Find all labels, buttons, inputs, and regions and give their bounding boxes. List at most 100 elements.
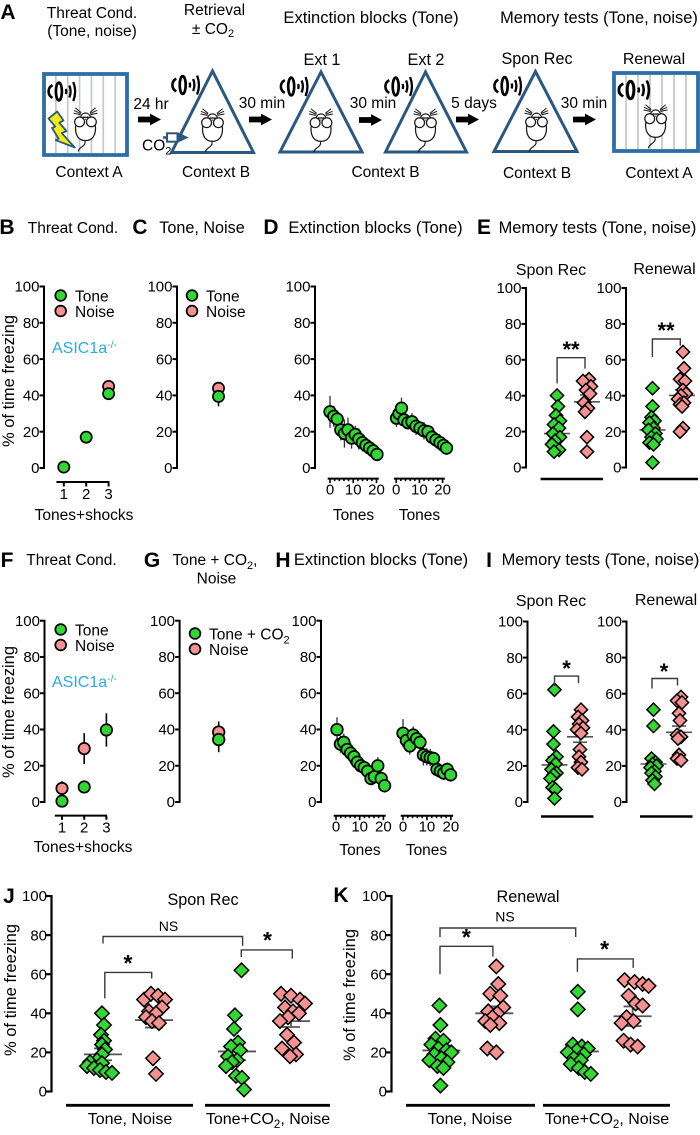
svg-text:20: 20: [506, 758, 523, 775]
svg-text:Tone + CO2,: Tone + CO2,: [173, 552, 258, 572]
svg-text:Tone: Tone: [75, 623, 109, 640]
svg-text:Tones: Tones: [406, 842, 448, 859]
svg-text:Spon Rec: Spon Rec: [167, 891, 238, 909]
svg-text:100: 100: [14, 279, 39, 296]
svg-text:ASIC1a-/-: ASIC1a-/-: [52, 339, 118, 357]
svg-text:60: 60: [605, 352, 622, 369]
svg-text:1: 1: [60, 486, 68, 503]
svg-text:Noise: Noise: [206, 304, 246, 321]
svg-text:80: 80: [605, 316, 622, 333]
svg-text:80: 80: [294, 315, 311, 332]
svg-text:A: A: [0, 1, 15, 24]
svg-text:Extinction blocks (Tone): Extinction blocks (Tone): [294, 551, 468, 569]
svg-text:CO2: CO2: [142, 138, 171, 158]
svg-text:80: 80: [156, 315, 173, 332]
svg-text:0: 0: [399, 819, 407, 836]
svg-text:Spon Rec: Spon Rec: [516, 593, 586, 610]
svg-text:20: 20: [434, 482, 451, 499]
svg-text:100: 100: [22, 888, 47, 905]
svg-text:0: 0: [613, 460, 621, 477]
svg-text:0: 0: [332, 819, 340, 836]
svg-text:Extinction blocks (Tone): Extinction blocks (Tone): [283, 8, 458, 27]
svg-text:Context B: Context B: [503, 165, 571, 182]
svg-text:40: 40: [294, 388, 311, 405]
svg-text:Tones+shocks: Tones+shocks: [34, 839, 133, 856]
svg-text:Ext 2: Ext 2: [408, 51, 445, 69]
svg-text:30 min: 30 min: [350, 95, 397, 112]
svg-text:80: 80: [30, 927, 47, 944]
svg-text:60: 60: [506, 686, 523, 703]
svg-text:Retrieval: Retrieval: [184, 2, 245, 19]
svg-text:40: 40: [605, 722, 622, 739]
svg-text:100: 100: [15, 613, 40, 630]
svg-text:Noise: Noise: [209, 642, 249, 659]
svg-text:Tone: Tone: [206, 289, 240, 306]
svg-text:30 min: 30 min: [239, 95, 286, 112]
svg-text:Tones: Tones: [333, 507, 375, 524]
svg-text:Renewal: Renewal: [633, 261, 695, 278]
svg-text:Tone: Tone: [75, 289, 109, 306]
svg-text:10: 10: [419, 819, 436, 836]
svg-text:40: 40: [505, 388, 522, 405]
svg-text:**: **: [562, 337, 580, 362]
svg-text:B: B: [0, 216, 15, 239]
svg-text:20: 20: [156, 424, 173, 441]
svg-text:% of time freezing: % of time freezing: [341, 929, 359, 1061]
svg-text:0: 0: [513, 460, 521, 477]
svg-text:60: 60: [23, 685, 40, 702]
svg-text:3: 3: [102, 820, 110, 837]
svg-text:80: 80: [505, 316, 522, 333]
svg-text:(Tone, noise): (Tone, noise): [47, 23, 137, 40]
svg-text:100: 100: [147, 279, 172, 296]
svg-text:0: 0: [32, 794, 40, 811]
svg-text:40: 40: [605, 388, 622, 405]
svg-text:± CO2: ± CO2: [192, 21, 234, 40]
svg-text:20: 20: [605, 758, 622, 775]
svg-text:40: 40: [23, 388, 40, 405]
svg-text:0: 0: [379, 1084, 387, 1101]
svg-text:NS: NS: [495, 909, 514, 925]
svg-text:*: *: [263, 927, 272, 953]
svg-text:Spon Rec: Spon Rec: [516, 262, 586, 279]
svg-text:Renewal: Renewal: [497, 888, 560, 906]
svg-text:NS: NS: [159, 918, 178, 934]
svg-text:Memory tests (Tone, noise): Memory tests (Tone, noise): [502, 551, 700, 569]
svg-text:H: H: [275, 549, 290, 572]
svg-text:0: 0: [326, 482, 334, 499]
svg-text:Noise: Noise: [75, 304, 115, 321]
svg-text:Tone, Noise: Tone, Noise: [159, 219, 244, 237]
svg-text:20: 20: [605, 424, 622, 441]
svg-text:20: 20: [505, 424, 522, 441]
svg-text:80: 80: [370, 927, 387, 944]
svg-text:E: E: [477, 216, 491, 239]
svg-text:80: 80: [23, 649, 40, 666]
svg-text:20: 20: [23, 424, 40, 441]
svg-text:Memory tests (Tone, noise): Memory tests (Tone, noise): [499, 219, 697, 237]
svg-text:I: I: [486, 549, 492, 572]
svg-text:80: 80: [300, 649, 317, 666]
svg-text:40: 40: [158, 722, 175, 739]
svg-text:Memory tests (Tone, noise): Memory tests (Tone, noise): [500, 9, 698, 27]
svg-text:*: *: [660, 659, 669, 684]
svg-text:J: J: [3, 885, 15, 908]
svg-text:100: 100: [285, 279, 310, 296]
svg-text:1: 1: [58, 820, 66, 837]
svg-text:20: 20: [294, 424, 311, 441]
svg-text:0: 0: [614, 794, 622, 811]
svg-text:60: 60: [370, 966, 387, 983]
svg-text:% of time freezing: % of time freezing: [0, 315, 18, 447]
svg-text:3: 3: [104, 486, 112, 503]
svg-text:20: 20: [368, 482, 385, 499]
svg-text:0: 0: [167, 794, 175, 811]
svg-text:Tone+CO2, Noise: Tone+CO2, Noise: [206, 1111, 330, 1130]
svg-text:100: 100: [496, 280, 521, 297]
svg-text:40: 40: [370, 1006, 387, 1023]
svg-text:D: D: [263, 216, 278, 239]
svg-text:60: 60: [30, 966, 47, 983]
svg-text:40: 40: [156, 388, 173, 405]
svg-text:24 hr: 24 hr: [133, 96, 168, 113]
svg-text:F: F: [1, 549, 14, 572]
svg-text:*: *: [562, 656, 571, 681]
svg-text:80: 80: [23, 315, 40, 332]
svg-text:20: 20: [300, 758, 317, 775]
